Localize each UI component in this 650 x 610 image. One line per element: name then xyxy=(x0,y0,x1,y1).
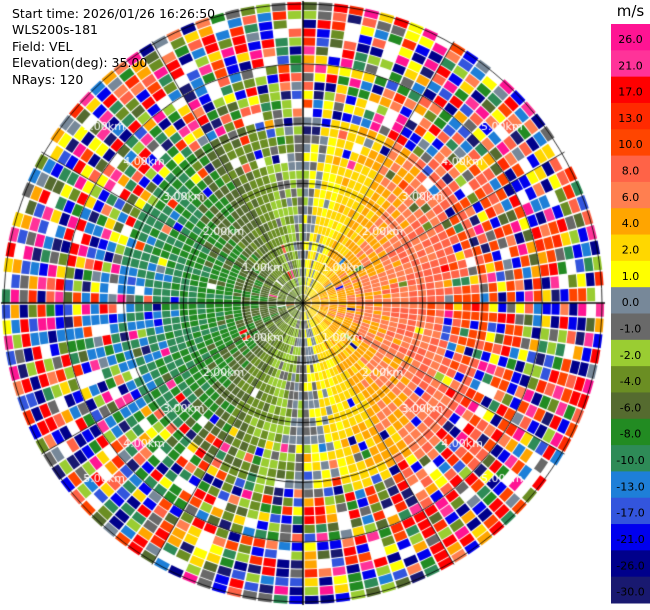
colorbar-swatch xyxy=(611,24,650,51)
colorbar-swatch xyxy=(611,234,650,262)
colorbar-swatch xyxy=(611,392,650,420)
colorbar-swatch xyxy=(611,497,650,525)
colorbar-swatch xyxy=(611,287,650,314)
colorbar-swatch xyxy=(611,418,650,446)
colorbar-title: m/s xyxy=(617,2,645,20)
colorbar-tick-label: -6.0 xyxy=(620,401,641,414)
colorbar-swatch xyxy=(611,339,650,367)
colorbar-swatch xyxy=(611,208,650,236)
instrument-label: WLS200s-181 xyxy=(12,22,98,38)
colorbar-tick-label: 1.0 xyxy=(622,270,640,283)
colorbar-swatch xyxy=(611,550,650,578)
colorbar-swatch xyxy=(611,129,650,157)
colorbar-tick-label: 2.0 xyxy=(622,243,640,256)
colorbar-tick-label: 13.0 xyxy=(618,112,643,125)
colorbar-swatch xyxy=(611,524,650,551)
colorbar-tick-label: -17.0 xyxy=(616,507,644,520)
colorbar-swatch xyxy=(611,102,650,130)
colorbar-tick-label: -1.0 xyxy=(620,322,641,335)
colorbar-swatch xyxy=(611,155,650,183)
colorbar-swatch xyxy=(611,576,650,604)
colorbar-swatch xyxy=(611,181,650,209)
colorbar-swatch xyxy=(611,366,650,393)
field-label: Field: VEL xyxy=(12,38,73,54)
colorbar-tick-label: 0.0 xyxy=(622,296,640,309)
nrays-label: NRays: 120 xyxy=(12,71,84,87)
colorbar-tick-label: -13.0 xyxy=(616,480,644,493)
colorbar-tick-label: 10.0 xyxy=(618,138,643,151)
colorbar-tick-label: 21.0 xyxy=(618,59,643,72)
colorbar-swatch xyxy=(611,76,650,104)
colorbar-tick-label: 4.0 xyxy=(622,217,640,230)
colorbar-swatch xyxy=(611,313,650,341)
colorbar-tick-label: -30.0 xyxy=(616,586,644,599)
colorbar-tick-label: 17.0 xyxy=(618,86,643,99)
colorbar-swatch xyxy=(611,471,650,499)
colorbar-tick-label: 26.0 xyxy=(618,33,643,46)
colorbar-swatch xyxy=(611,50,650,78)
colorbar-tick-label: -2.0 xyxy=(620,349,641,362)
colorbar-swatch xyxy=(611,260,650,288)
plot-info: Start time: 2026/01/26 16:26:50 WLS200s-… xyxy=(12,6,215,88)
start-time-label: Start time: 2026/01/26 16:26:50 xyxy=(12,6,216,21)
colorbar-tick-label: -10.0 xyxy=(616,454,644,467)
colorbar-tick-label: -4.0 xyxy=(620,375,641,388)
colorbar-tick-label: -26.0 xyxy=(616,559,644,572)
colorbar-tick-label: 6.0 xyxy=(622,191,640,204)
colorbar-tick-label: -8.0 xyxy=(620,428,641,441)
colorbar-tick-label: -21.0 xyxy=(616,533,644,546)
elevation-label: Elevation(deg): 35.00 xyxy=(12,55,148,71)
colorbar-tick-label: 8.0 xyxy=(622,165,640,178)
colorbar-swatch xyxy=(611,445,650,472)
